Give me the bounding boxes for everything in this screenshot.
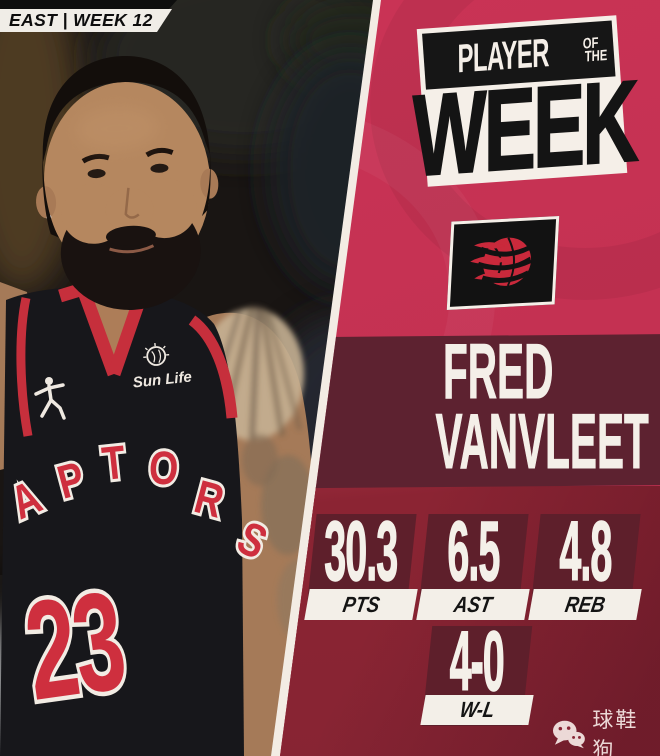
stat-label-bar: PTS	[304, 589, 418, 620]
record-value-text: 4-0	[449, 613, 506, 709]
stat-label-text: REB	[563, 591, 608, 617]
watermark-text: 球鞋狗	[592, 709, 639, 756]
badge-top-bar	[0, 0, 177, 9]
player-first-name: FRED	[337, 327, 659, 415]
jumpman-logo-icon	[34, 377, 66, 420]
stat-value-text: 4.8	[558, 503, 613, 599]
raptors-claw-icon	[470, 237, 532, 287]
stat-block-reb: 4.8 REB	[528, 503, 642, 634]
stat-value-text: 30.3	[324, 503, 399, 599]
stat-value-text: 6.5	[446, 503, 501, 599]
sunlife-patch: Sun Life	[132, 343, 193, 392]
stat-block-pts: 30.3 PTS	[304, 503, 418, 634]
stat-block-ast: 6.5 AST	[416, 503, 530, 634]
player-last-name-text: VANVLEET	[435, 397, 649, 485]
stat-value: 6.5	[399, 503, 547, 599]
week-badge: EAST | WEEK 12	[0, 9, 172, 32]
wechat-icon	[552, 720, 585, 749]
stat-value: 30.3	[287, 503, 435, 599]
player-first-name-text: FRED	[442, 327, 554, 415]
player-last-name: VANVLEET	[337, 397, 659, 485]
patch-text: Sun Life	[132, 368, 193, 391]
jersey	[0, 286, 244, 756]
player-head	[36, 56, 219, 310]
stat-value: 4.8	[511, 503, 659, 599]
potw-logo-bottom: WEEK	[411, 56, 636, 202]
stat-label-bar: REB	[528, 589, 642, 620]
record-label-text: W-L	[457, 697, 497, 722]
record-value: 4-0	[403, 613, 551, 709]
stat-block-record: 4-0 W-L	[420, 613, 534, 746]
stat-label-text: PTS	[340, 591, 382, 617]
record-label-bar: W-L	[420, 695, 534, 725]
potw-week-text: WEEK	[411, 56, 636, 202]
jersey-letter: O	[147, 441, 180, 496]
player-name: FRED VANVLEET	[337, 327, 659, 485]
raptors-logo-box	[446, 215, 560, 311]
potw-logo: PLAYER OF THE WEEK	[411, 15, 636, 202]
week-badge-label: EAST | WEEK 12	[9, 10, 153, 30]
player-figure: Sun Life A P T O R S 23	[0, 56, 323, 756]
watermark: 球鞋狗	[552, 704, 660, 756]
